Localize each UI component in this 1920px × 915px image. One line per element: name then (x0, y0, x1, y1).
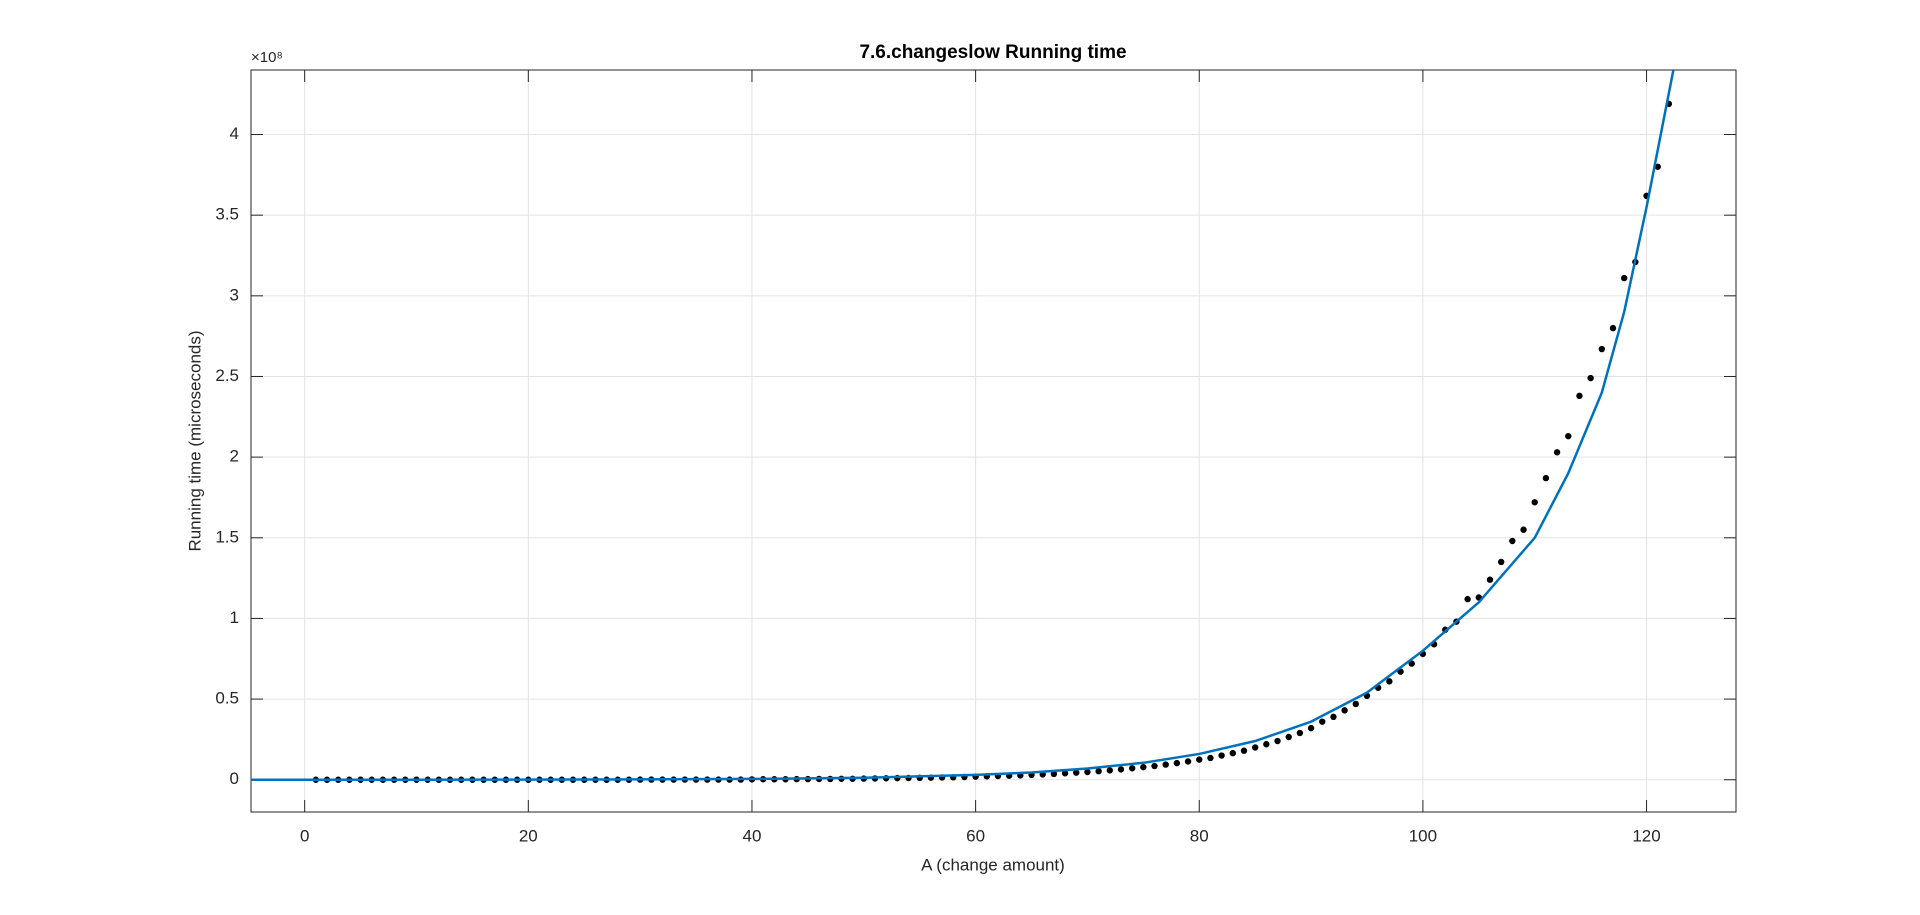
data-point (1151, 762, 1158, 770)
data-point (1061, 770, 1069, 777)
data-point (1140, 763, 1147, 771)
data-point (1464, 595, 1471, 603)
x-tick-label: 100 (1409, 826, 1437, 845)
data-point (1542, 474, 1550, 482)
data-point (1173, 759, 1181, 767)
data-point (1285, 733, 1292, 741)
data-point (1497, 558, 1505, 566)
x-tick-label: 40 (743, 826, 762, 845)
y-tick-label: 3 (230, 285, 239, 304)
x-tick-label: 60 (966, 826, 985, 845)
x-axis-label: A (change amount) (921, 855, 1065, 874)
axes-frame (250, 69, 1737, 813)
data-point (1553, 449, 1561, 456)
data-point (1609, 324, 1617, 332)
data-point (1240, 747, 1248, 754)
data-point (1531, 499, 1538, 506)
fit-line (251, 70, 1675, 781)
data-point (1598, 345, 1606, 353)
data-point (1184, 758, 1192, 765)
data-point (1073, 769, 1080, 776)
data-point (1274, 737, 1281, 745)
data-point (1565, 432, 1572, 440)
y-tick-label: 3.5 (215, 205, 239, 224)
data-point (1486, 576, 1494, 583)
data-point (1408, 660, 1415, 667)
data-point (1218, 752, 1225, 759)
data-point (1330, 713, 1337, 721)
y-tick-label: 0 (230, 769, 239, 788)
data-point (1319, 718, 1326, 725)
y-tick-label: 2.5 (215, 366, 239, 385)
chart-title: 7.6.changeslow Running time (859, 42, 1126, 63)
x-tick-label: 80 (1190, 826, 1209, 845)
data-point (1251, 744, 1259, 751)
data-point (1352, 700, 1360, 708)
data-point (1207, 754, 1214, 762)
data-point (1229, 749, 1236, 757)
y-axis-label: Running time (microseconds) (185, 330, 204, 551)
data-point (1341, 707, 1348, 714)
data-point (1162, 761, 1169, 768)
x-tick-label: 20 (519, 826, 538, 845)
plot-area (251, 70, 1675, 783)
data-point (1509, 537, 1516, 545)
y-tick-label: 1.5 (215, 527, 239, 546)
data-point (1117, 766, 1125, 773)
data-point (1307, 724, 1315, 732)
data-point (1654, 163, 1661, 170)
data-point (1296, 729, 1304, 737)
data-point (1520, 526, 1527, 533)
y-tick-label: 2 (230, 447, 239, 466)
data-point (1386, 678, 1393, 685)
data-point (1128, 765, 1136, 772)
y-tick-label: 1 (230, 608, 239, 627)
data-point (1095, 767, 1102, 775)
data-point (1084, 768, 1091, 776)
exponent-label: ×10⁸ (251, 49, 283, 66)
y-tick-label: 0.5 (215, 689, 239, 708)
y-tick-label: 4 (230, 124, 239, 143)
data-point (1050, 770, 1058, 778)
data-point (1263, 741, 1270, 748)
data-point (1106, 767, 1113, 774)
x-tick-label: 0 (300, 826, 309, 845)
x-tick-label: 120 (1632, 826, 1660, 845)
data-point (1587, 374, 1594, 382)
data-point (1620, 274, 1628, 282)
data-point (1196, 756, 1203, 763)
data-point (1576, 392, 1583, 400)
